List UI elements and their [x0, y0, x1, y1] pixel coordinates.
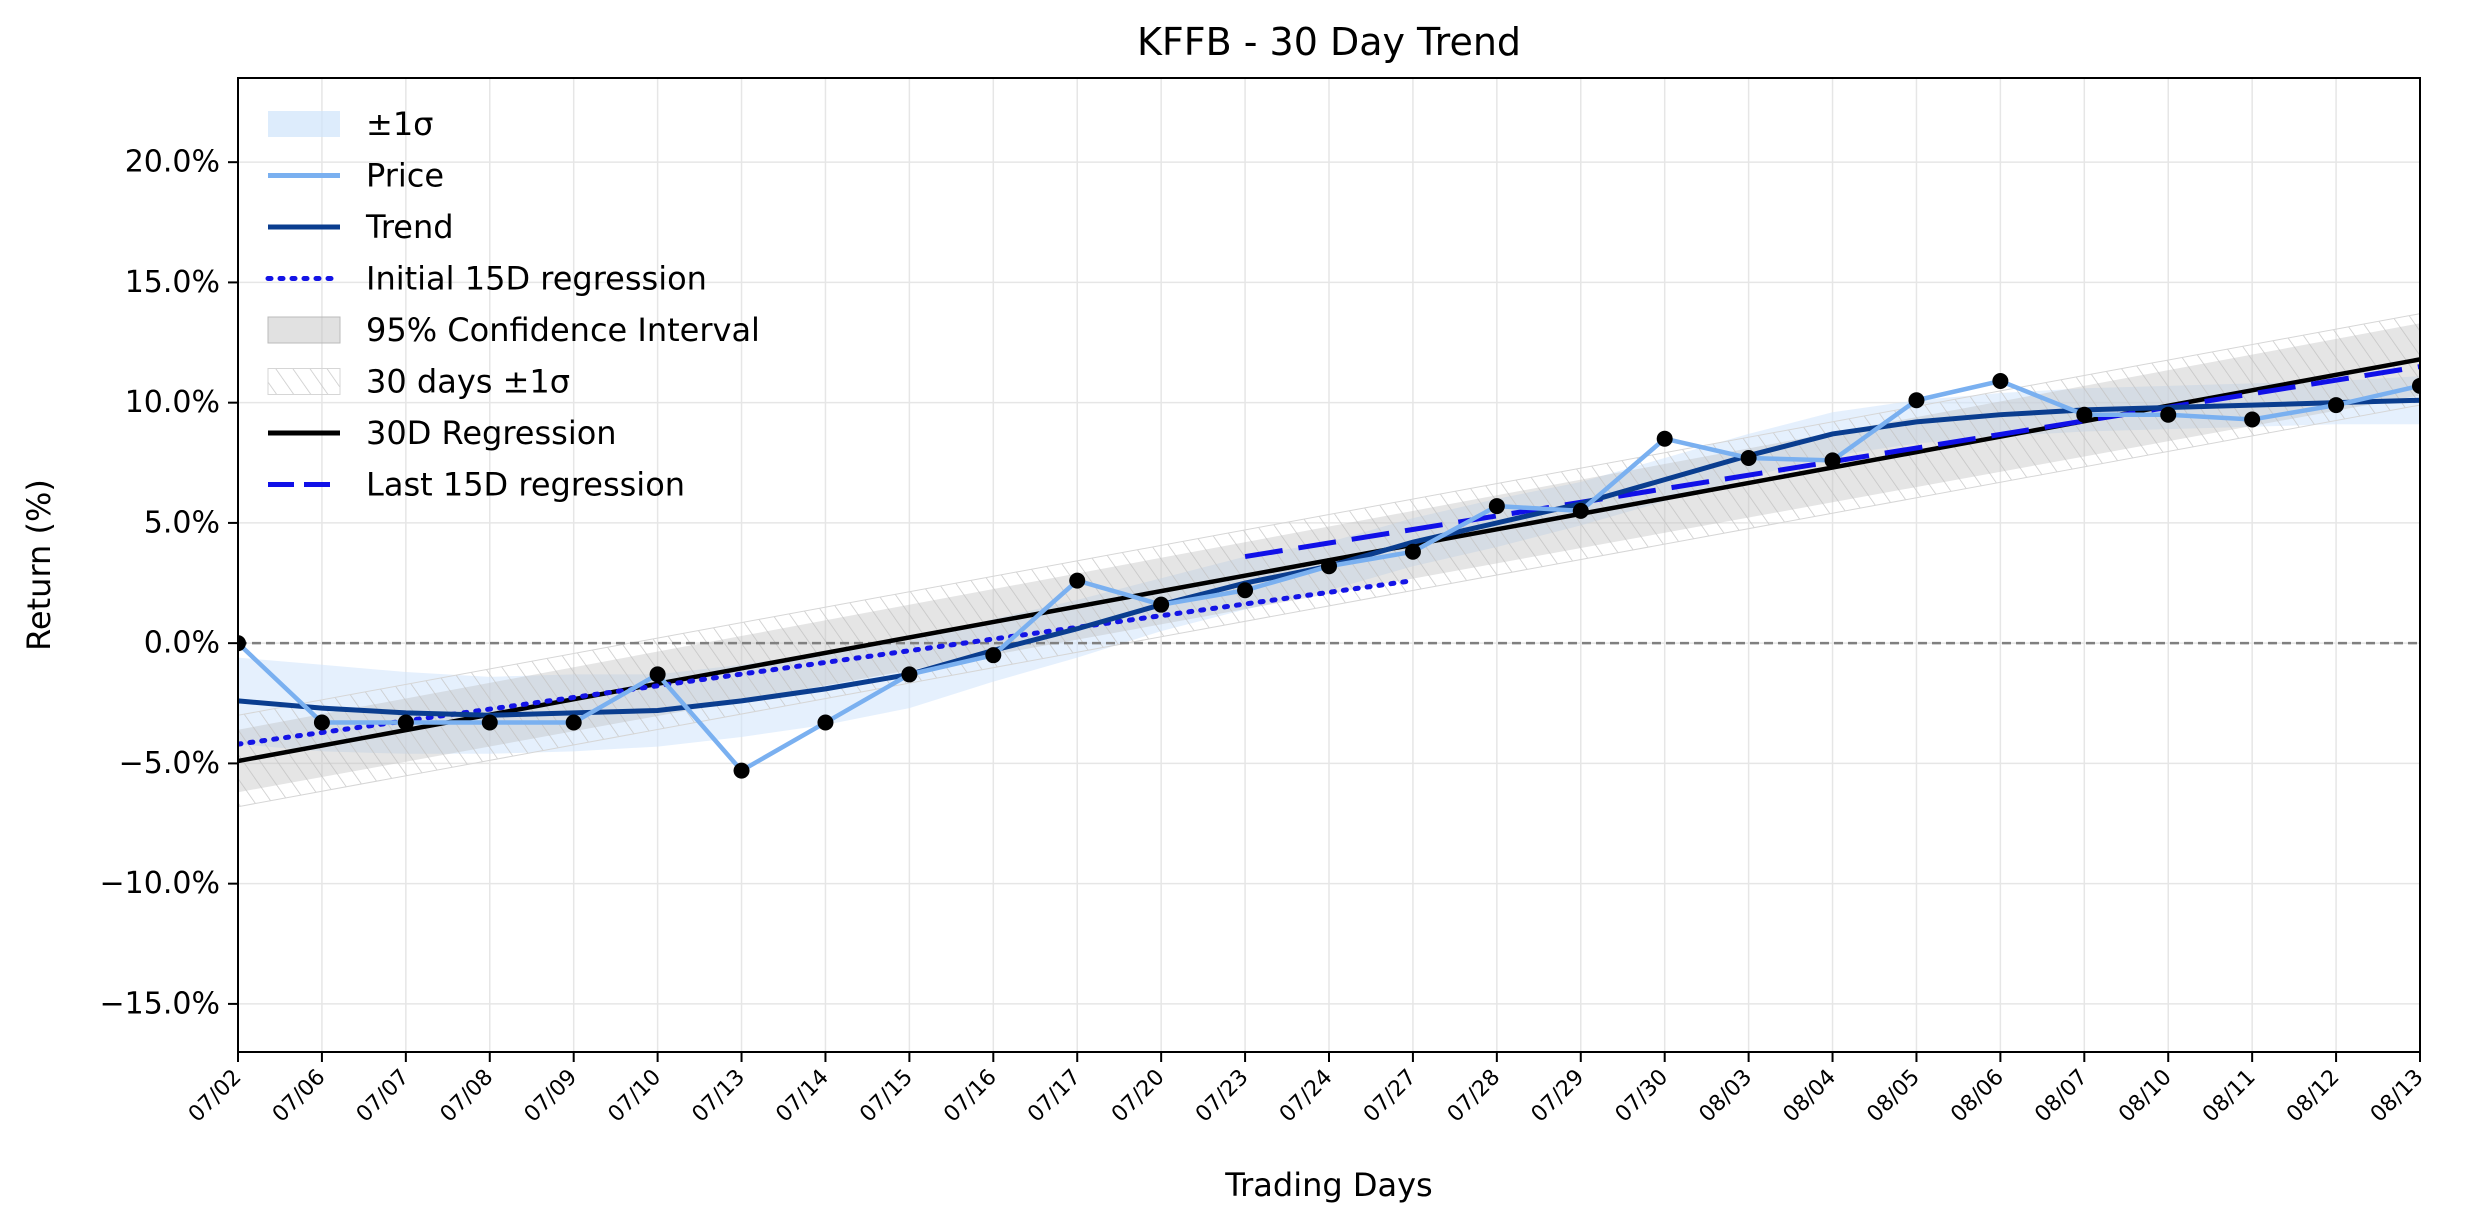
x-axis-title: Trading Days — [1224, 1166, 1432, 1204]
legend-label: 30D Regression — [366, 414, 617, 452]
price-point — [1153, 596, 1170, 613]
x-tick-label: 07/15 — [855, 1065, 918, 1128]
price-point — [1824, 452, 1841, 469]
x-tick-label: 07/16 — [939, 1065, 1002, 1128]
price-point — [2160, 406, 2177, 423]
x-tick-label: 07/08 — [436, 1065, 499, 1128]
x-tick-label: 07/23 — [1191, 1065, 1254, 1128]
price-point — [985, 647, 1002, 664]
price-point — [565, 714, 582, 731]
legend: ±1σ Price Trend Initial 15D regression 95% C… — [265, 105, 760, 504]
legend-label: Price — [366, 157, 444, 195]
legend-label: Trend — [365, 208, 454, 246]
x-tick-label: 07/24 — [1275, 1065, 1338, 1128]
legend-swatch — [267, 316, 341, 344]
y-tick-label: −10.0% — [100, 866, 220, 901]
x-tick-label: 08/12 — [2282, 1065, 2345, 1128]
x-tick-label: 07/28 — [1443, 1065, 1506, 1128]
y-tick-label: 10.0% — [125, 385, 220, 420]
x-tick-label: 08/11 — [2198, 1065, 2261, 1128]
price-point — [817, 714, 834, 731]
price-point — [1908, 392, 1925, 409]
legend-label: Last 15D regression — [366, 466, 685, 504]
price-point — [1572, 502, 1589, 519]
y-tick-label: 20.0% — [125, 145, 220, 180]
x-tick-label: 07/13 — [688, 1065, 751, 1128]
legend-label: 95% Confidence Interval — [366, 311, 760, 349]
x-tick-label: 07/02 — [184, 1065, 247, 1128]
price-point — [313, 714, 330, 731]
price-point — [1237, 582, 1254, 599]
x-tick-label: 07/29 — [1527, 1065, 1590, 1128]
x-tick-label: 07/09 — [520, 1065, 583, 1128]
x-tick-label: 07/20 — [1107, 1065, 1170, 1128]
price-point — [1488, 498, 1505, 515]
price-point — [2412, 377, 2420, 394]
legend-label: 30 days ±1σ — [366, 363, 570, 401]
chart-title: KFFB - 30 Day Trend — [1137, 20, 1521, 64]
y-tick-label: −15.0% — [100, 986, 220, 1021]
x-tick-label: 08/07 — [2030, 1065, 2093, 1128]
legend-swatch — [268, 111, 340, 137]
price-point — [901, 666, 918, 683]
x-tick-label: 07/14 — [771, 1065, 834, 1128]
price-point — [397, 714, 414, 731]
y-tick-label: −5.0% — [119, 746, 220, 781]
x-tick-label: 08/13 — [2366, 1065, 2429, 1128]
plot-area — [238, 313, 2420, 808]
legend-label: Initial 15D regression — [366, 260, 707, 298]
x-tick-label: 07/17 — [1023, 1065, 1086, 1128]
x-tick-label: 08/03 — [1695, 1065, 1758, 1128]
price-point — [2328, 397, 2345, 414]
x-tick-label: 07/10 — [604, 1065, 667, 1128]
price-point — [1069, 572, 1086, 589]
price-point — [238, 635, 246, 652]
legend-swatch — [267, 368, 341, 395]
price-point — [1656, 430, 1673, 447]
y-tick-label: 0.0% — [144, 626, 220, 661]
price-point — [2244, 411, 2261, 428]
price-point — [481, 714, 498, 731]
price-point — [1404, 543, 1421, 560]
price-point — [2076, 406, 2093, 423]
x-tick-label: 08/06 — [1946, 1065, 2009, 1128]
legend-label: ±1σ — [366, 105, 433, 143]
price-point — [1992, 373, 2009, 390]
initial-15d-regression-line — [238, 578, 1416, 747]
price-point — [733, 762, 750, 779]
x-tick-label: 07/07 — [352, 1065, 415, 1128]
y-axis-title: Return (%) — [20, 479, 58, 651]
y-tick-label: 5.0% — [144, 505, 220, 540]
x-tick-label: 08/10 — [2114, 1065, 2177, 1128]
price-point — [1740, 449, 1757, 466]
x-tick-label: 07/06 — [268, 1065, 331, 1128]
x-tick-label: 08/05 — [1862, 1065, 1925, 1128]
x-tick-label: 07/27 — [1359, 1065, 1422, 1128]
price-point — [1321, 558, 1337, 575]
x-tick-label: 07/30 — [1611, 1065, 1674, 1128]
x-tick-label: 08/04 — [1779, 1065, 1842, 1128]
price-point — [649, 666, 666, 683]
confidence-interval-band — [238, 323, 2420, 793]
y-tick-label: 15.0% — [125, 265, 220, 300]
